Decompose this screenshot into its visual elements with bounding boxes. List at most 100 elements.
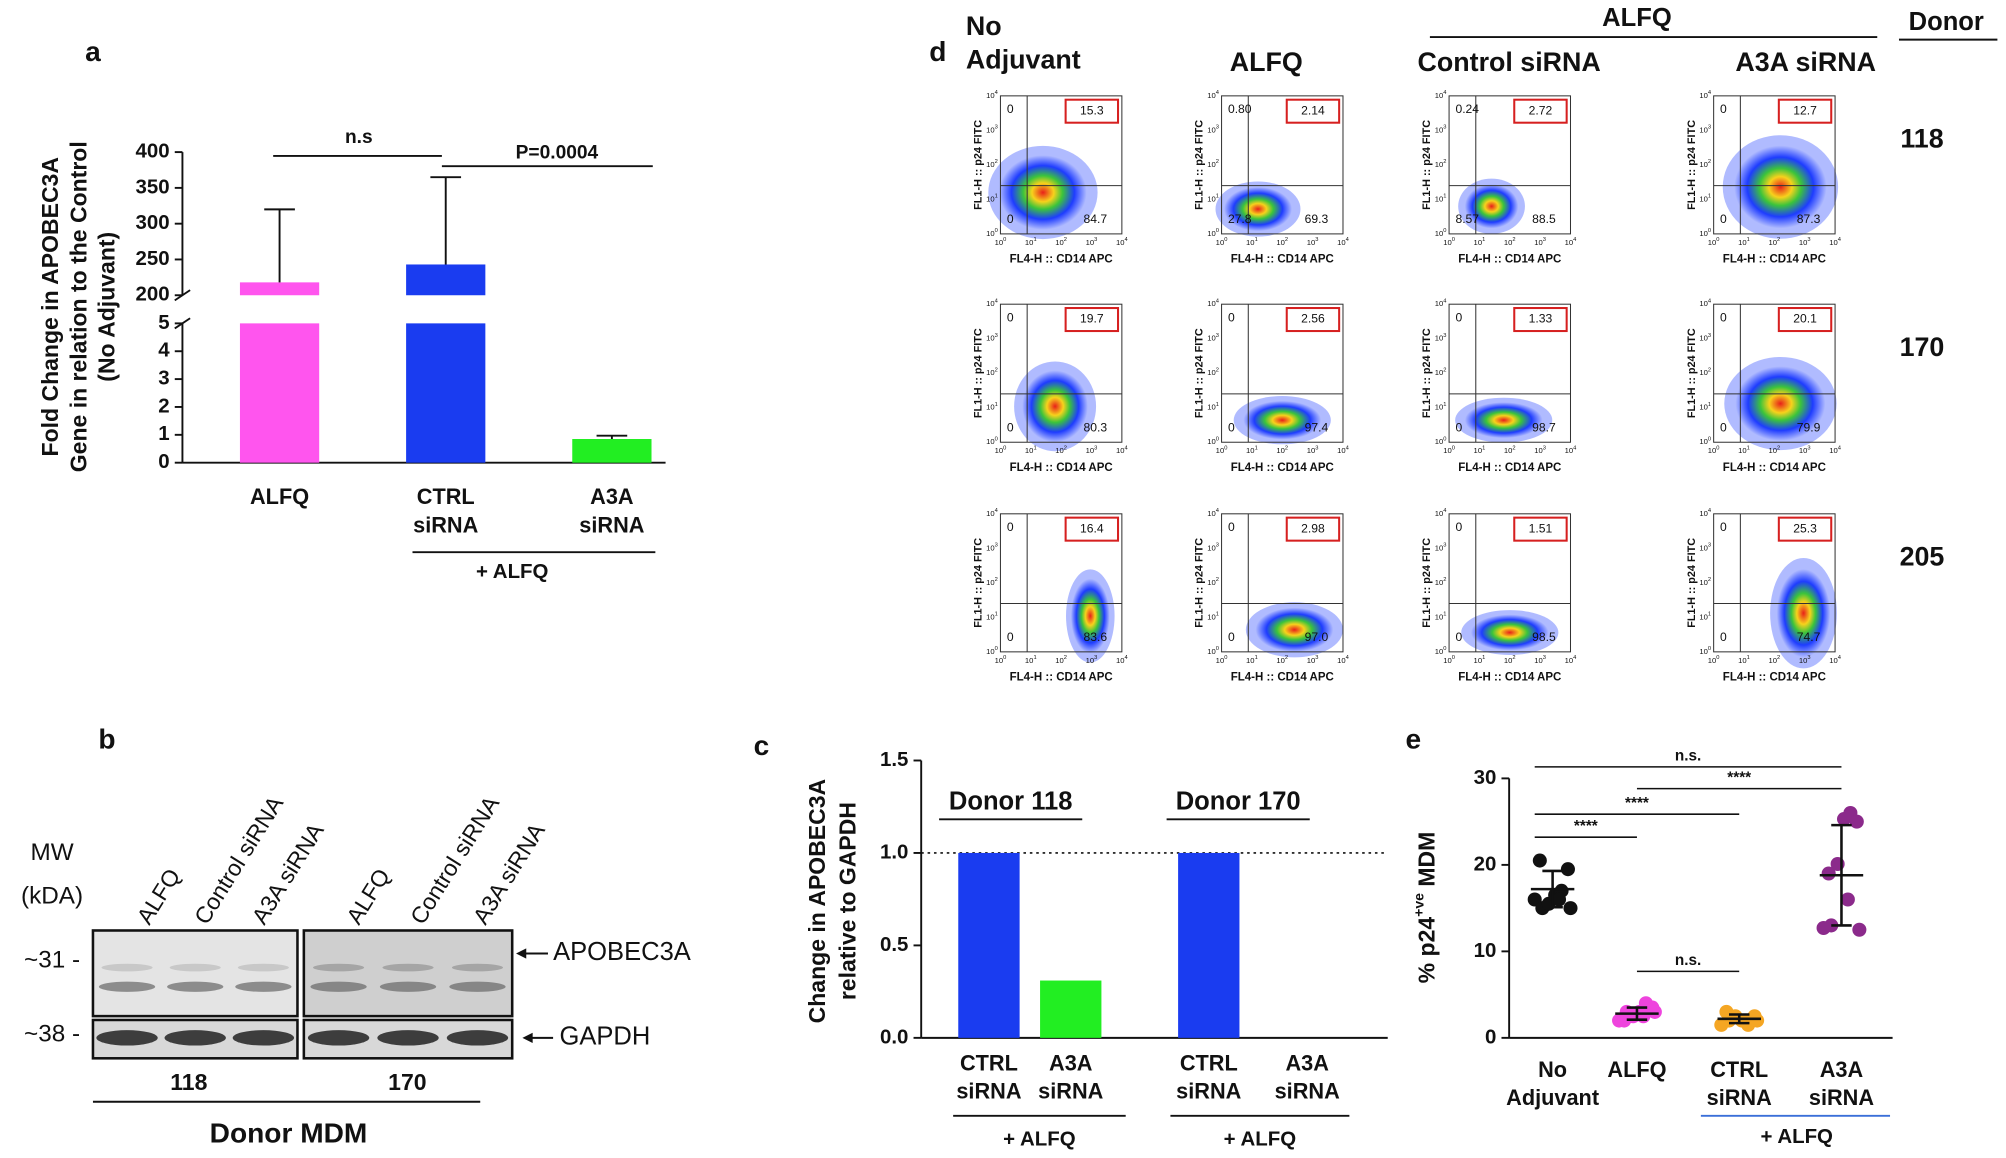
- x-tick-label: A3A: [1049, 1050, 1093, 1075]
- y-tick-label: 350: [136, 175, 170, 198]
- tick-base: 10: [1699, 368, 1708, 377]
- y-tick-label: 101: [1435, 611, 1447, 621]
- y-tick-label: 102: [1435, 577, 1447, 587]
- quadrant-value: 0: [1228, 310, 1235, 324]
- tick-base: 10: [1207, 612, 1216, 621]
- tick-exp: 4: [1125, 445, 1129, 451]
- tick-exp: 3: [1315, 445, 1318, 451]
- y-tick-label: 103: [1435, 124, 1447, 134]
- tick-base: 10: [1474, 656, 1483, 665]
- tick-exp: 0: [1708, 646, 1711, 652]
- x-tick-label: siRNA: [956, 1079, 1021, 1104]
- y-tick-label: 104: [986, 298, 999, 308]
- donor-label: 118: [170, 1069, 207, 1095]
- tick-exp: 1: [1747, 237, 1750, 243]
- band-label: APOBEC3A: [553, 938, 691, 966]
- arrowhead: [516, 948, 527, 959]
- tick-base: 10: [1829, 446, 1838, 455]
- x-tick-label: 103: [1799, 237, 1811, 247]
- sd-bar: [1728, 1013, 1750, 1025]
- tick-base: 10: [1699, 160, 1708, 169]
- dot: [1563, 901, 1578, 916]
- x-tick-label: A3A: [590, 484, 634, 509]
- tick-exp: 2: [1285, 237, 1288, 243]
- donor-header: Donor: [1909, 8, 1984, 36]
- tick-base: 10: [1435, 437, 1444, 446]
- quadrant-value: 19.7: [1080, 312, 1104, 326]
- tick-exp: 0: [1443, 646, 1446, 652]
- y-tick-label: 102: [986, 577, 998, 587]
- tick-exp: 4: [1708, 507, 1712, 513]
- tick-exp: 2: [1216, 367, 1219, 373]
- tick-exp: 1: [1255, 445, 1258, 451]
- tick-base: 10: [1443, 446, 1452, 455]
- y-tick-label: 103: [1435, 542, 1447, 552]
- bar: [572, 439, 652, 463]
- quadrant-value: 0.24: [1455, 102, 1479, 116]
- tick-exp: 3: [995, 542, 998, 548]
- tick-exp: 0: [1003, 654, 1006, 660]
- tick-base: 10: [1699, 403, 1708, 412]
- y-tick-label: 101: [1699, 401, 1711, 411]
- tick-exp: 3: [1807, 654, 1810, 660]
- x-tick-label: siRNA: [1707, 1085, 1772, 1110]
- y-axis-label: FL1-H :: p24 FITC: [1421, 538, 1433, 628]
- annotation: ****: [1625, 795, 1649, 812]
- band: [164, 1030, 226, 1046]
- quadrant-value: 87.3: [1797, 212, 1821, 226]
- band: [96, 1030, 158, 1046]
- tick-exp: 3: [995, 124, 998, 130]
- tick-exp: 4: [1838, 654, 1842, 660]
- y-tick-label: 101: [1699, 611, 1711, 621]
- y-tick-label: 101: [1207, 401, 1219, 411]
- tick-exp: 4: [1708, 298, 1712, 304]
- band-label: GAPDH: [559, 1023, 650, 1051]
- y-tick-label: 20: [1474, 852, 1497, 875]
- y-tick-label: 104: [986, 507, 999, 517]
- x-tick-label: siRNA: [1038, 1079, 1103, 1104]
- tick-base: 10: [1699, 229, 1708, 238]
- y-tick-label: 101: [1435, 193, 1447, 203]
- tick-base: 10: [1474, 238, 1483, 247]
- axis-break: [174, 289, 191, 302]
- band: [232, 1030, 295, 1046]
- x-tick-label: 104: [1116, 445, 1129, 455]
- tick-base: 10: [1207, 578, 1216, 587]
- y-tick-label: 2: [158, 394, 169, 417]
- quadrant-value: 25.3: [1793, 521, 1817, 535]
- x-tick-label: ALFQ: [1607, 1057, 1666, 1082]
- tick-base: 10: [1435, 543, 1444, 552]
- quadrant-value: 27.8: [1228, 212, 1252, 226]
- y-label-part: MDM: [1414, 832, 1440, 887]
- tick-base: 10: [986, 125, 995, 134]
- tick-base: 10: [1699, 543, 1708, 552]
- tick-base: 10: [1699, 125, 1708, 134]
- x-tick-label: 101: [1474, 237, 1486, 247]
- y-tick-label: 0: [1485, 1025, 1496, 1048]
- tick-base: 10: [1207, 160, 1216, 169]
- x-tick-label: 103: [1307, 445, 1319, 455]
- y-tick-label: 104: [1699, 507, 1712, 517]
- x-axis-label: FL4-H :: CD14 APC: [1458, 671, 1561, 683]
- y-label-part: % p24: [1414, 917, 1440, 984]
- tick-exp: 2: [995, 367, 998, 373]
- quadrant-value: 69.3: [1305, 212, 1329, 226]
- tick-base: 10: [1116, 446, 1125, 455]
- column-header: ALFQ: [1230, 47, 1303, 77]
- tick-base: 10: [1534, 656, 1543, 665]
- tick-exp: 2: [1512, 237, 1515, 243]
- group-title: Donor 118: [949, 787, 1073, 815]
- y-axis-label: FL1-H :: p24 FITC: [1686, 538, 1698, 628]
- y-tick-label: 100: [1435, 436, 1447, 446]
- y-tick-label: 100: [1207, 228, 1219, 238]
- tick-base: 10: [1534, 446, 1543, 455]
- y-tick-label: 104: [1435, 507, 1448, 517]
- tick-exp: 0: [1452, 445, 1455, 451]
- tick-exp: 3: [1708, 332, 1711, 338]
- band: [451, 963, 504, 972]
- tick-base: 10: [1435, 194, 1444, 203]
- quadrant-value: 84.7: [1084, 212, 1108, 226]
- x-axis-label: FL4-H :: CD14 APC: [1231, 253, 1334, 265]
- x-tick-label: 102: [1768, 237, 1780, 247]
- plot-frame: [999, 513, 1123, 653]
